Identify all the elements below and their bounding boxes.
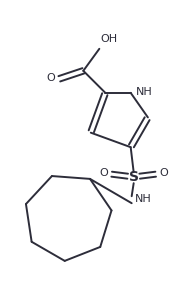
Text: O: O: [160, 168, 168, 178]
Text: NH: NH: [135, 194, 151, 204]
Text: NH: NH: [136, 87, 152, 97]
Text: O: O: [47, 73, 55, 83]
Text: OH: OH: [100, 34, 117, 44]
Text: O: O: [99, 168, 108, 178]
Text: S: S: [129, 170, 139, 184]
